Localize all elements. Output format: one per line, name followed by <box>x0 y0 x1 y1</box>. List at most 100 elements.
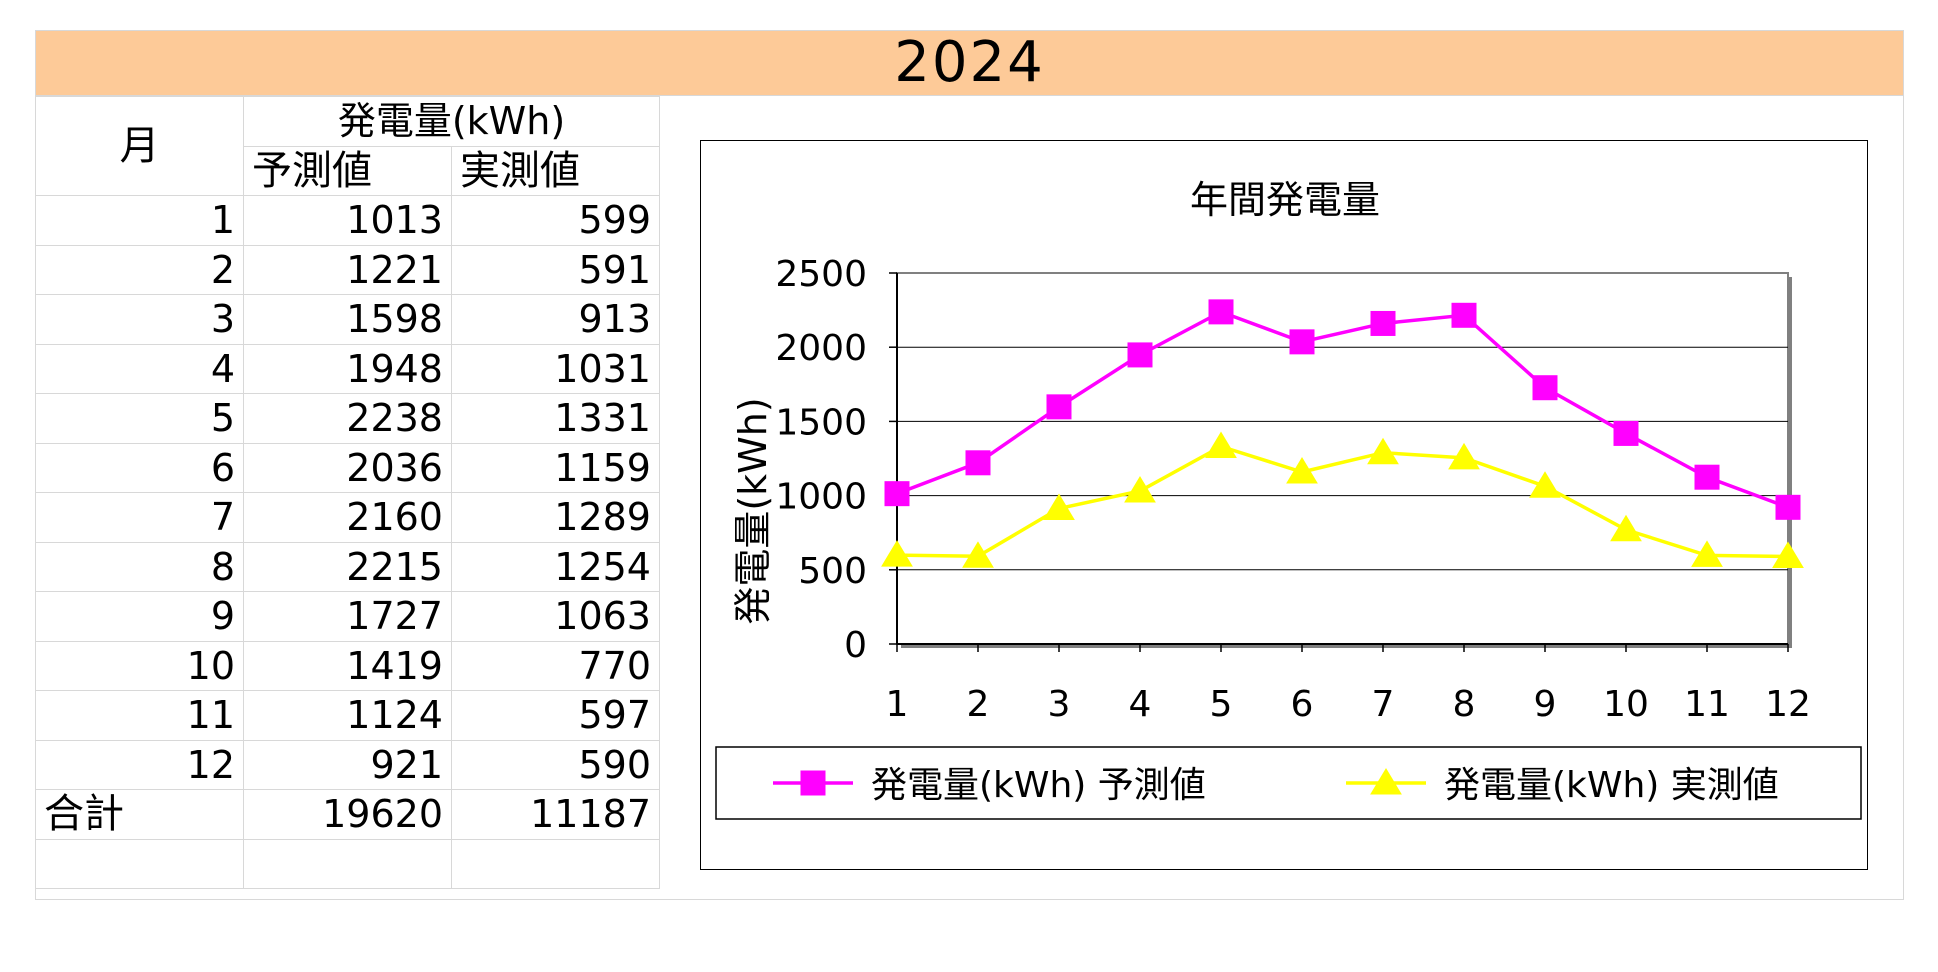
x-tick-label: 3 <box>1048 684 1071 725</box>
table-row: 9 1727 1063 <box>35 591 660 642</box>
month-cell: 3 <box>35 294 244 345</box>
predicted-cell: 1727 <box>243 591 452 642</box>
x-tick-label: 9 <box>1534 684 1557 725</box>
predicted-cell: 2160 <box>243 492 452 543</box>
header-generation: 発電量(kWh) <box>243 96 660 147</box>
data-point-predicted <box>1208 299 1234 325</box>
empty-cell <box>451 838 660 889</box>
x-tick-label: 6 <box>1291 684 1314 725</box>
month-cell: 7 <box>35 492 244 543</box>
empty-cell <box>35 838 244 889</box>
predicted-cell: 1013 <box>243 195 452 246</box>
predicted-cell: 2215 <box>243 541 452 592</box>
y-tick-label: 0 <box>844 625 867 666</box>
x-tick-label: 5 <box>1210 684 1233 725</box>
data-point-predicted <box>1289 329 1315 355</box>
series-line-predicted <box>896 309 1789 509</box>
table-row: 5 2238 1331 <box>35 393 660 444</box>
month-cell: 4 <box>35 343 244 394</box>
empty-row <box>35 838 660 889</box>
actual-cell: 1254 <box>451 541 660 592</box>
table-row: 7 2160 1289 <box>35 492 660 543</box>
total-row: 合計 19620 11187 <box>35 789 660 840</box>
actual-cell: 599 <box>451 195 660 246</box>
actual-cell: 913 <box>451 294 660 345</box>
y-tick-label: 500 <box>798 551 867 592</box>
chart-title: 年間発電量 <box>1190 178 1380 222</box>
actual-cell: 1159 <box>451 442 660 493</box>
y-tick-label: 1000 <box>775 477 867 518</box>
data-point-predicted <box>1046 394 1072 420</box>
predicted-cell: 1419 <box>243 640 452 691</box>
data-point-predicted <box>1613 420 1639 446</box>
month-cell: 11 <box>35 690 244 741</box>
predicted-cell: 1221 <box>243 244 452 295</box>
header-month: 月 <box>35 96 244 196</box>
table-row: 11 1124 597 <box>35 690 660 741</box>
table-row: 3 1598 913 <box>35 294 660 345</box>
actual-cell: 590 <box>451 739 660 790</box>
plot-area <box>896 272 1789 645</box>
data-point-predicted <box>1451 302 1477 328</box>
actual-cell: 1331 <box>451 393 660 444</box>
legend-label: 発電量(kWh) 予測値 <box>871 765 1206 806</box>
table-row: 1 1013 599 <box>35 195 660 246</box>
total-label: 合計 <box>35 789 244 840</box>
y-tick-label: 1500 <box>775 402 867 443</box>
month-cell: 12 <box>35 739 244 790</box>
actual-cell: 770 <box>451 640 660 691</box>
header-predicted: 予測値 <box>243 145 452 196</box>
x-tick-label: 4 <box>1129 684 1152 725</box>
data-point-actual <box>1124 476 1156 503</box>
predicted-cell: 1948 <box>243 343 452 394</box>
predicted-cell: 1124 <box>243 690 452 741</box>
data-point-predicted <box>1532 375 1558 401</box>
month-cell: 1 <box>35 195 244 246</box>
data-point-actual <box>962 541 994 568</box>
data-point-predicted <box>1370 310 1396 336</box>
month-cell: 10 <box>35 640 244 691</box>
data-point-predicted <box>1775 494 1801 520</box>
chart-frame: 年間発電量 発電量(kWh) 0 500 1000 1500 2000 2500 1 2 3 4 5… <box>700 140 1868 870</box>
x-tick-label: 7 <box>1372 684 1395 725</box>
data-point-predicted <box>1127 342 1153 368</box>
data-point-actual <box>1205 431 1237 458</box>
data-point-actual <box>1286 457 1318 484</box>
actual-cell: 1289 <box>451 492 660 543</box>
data-point-actual <box>881 540 913 567</box>
x-tick-label: 2 <box>967 684 990 725</box>
legend-box <box>715 746 1862 820</box>
year-title: 2024 <box>35 30 1904 96</box>
data-point-actual <box>1529 471 1561 498</box>
data-point-actual <box>1691 540 1723 567</box>
table-row: 6 2036 1159 <box>35 442 660 493</box>
actual-cell: 591 <box>451 244 660 295</box>
data-point-predicted <box>965 450 991 476</box>
total-actual: 11187 <box>451 789 660 840</box>
y-tick-label: 2500 <box>775 254 867 295</box>
total-predicted: 19620 <box>243 789 452 840</box>
data-point-actual <box>1448 442 1480 470</box>
predicted-cell: 921 <box>243 739 452 790</box>
x-tick-label: 8 <box>1453 684 1476 725</box>
table-row: 4 1948 1031 <box>35 343 660 394</box>
month-cell: 5 <box>35 393 244 444</box>
legend-marker <box>1370 768 1402 795</box>
y-tick-label: 2000 <box>775 328 867 369</box>
predicted-cell: 2238 <box>243 393 452 444</box>
month-cell: 8 <box>35 541 244 592</box>
data-point-actual <box>1772 541 1804 568</box>
month-cell: 9 <box>35 591 244 642</box>
header-actual: 実測値 <box>451 145 660 196</box>
predicted-cell: 2036 <box>243 442 452 493</box>
predicted-cell: 1598 <box>243 294 452 345</box>
month-cell: 2 <box>35 244 244 295</box>
y-axis-label: 発電量(kWh) <box>731 397 775 624</box>
table-row: 2 1221 591 <box>35 244 660 295</box>
data-point-predicted <box>1694 464 1720 490</box>
month-cell: 6 <box>35 442 244 493</box>
table-row: 12 921 590 <box>35 739 660 790</box>
actual-cell: 1063 <box>451 591 660 642</box>
table-row: 8 2215 1254 <box>35 541 660 592</box>
